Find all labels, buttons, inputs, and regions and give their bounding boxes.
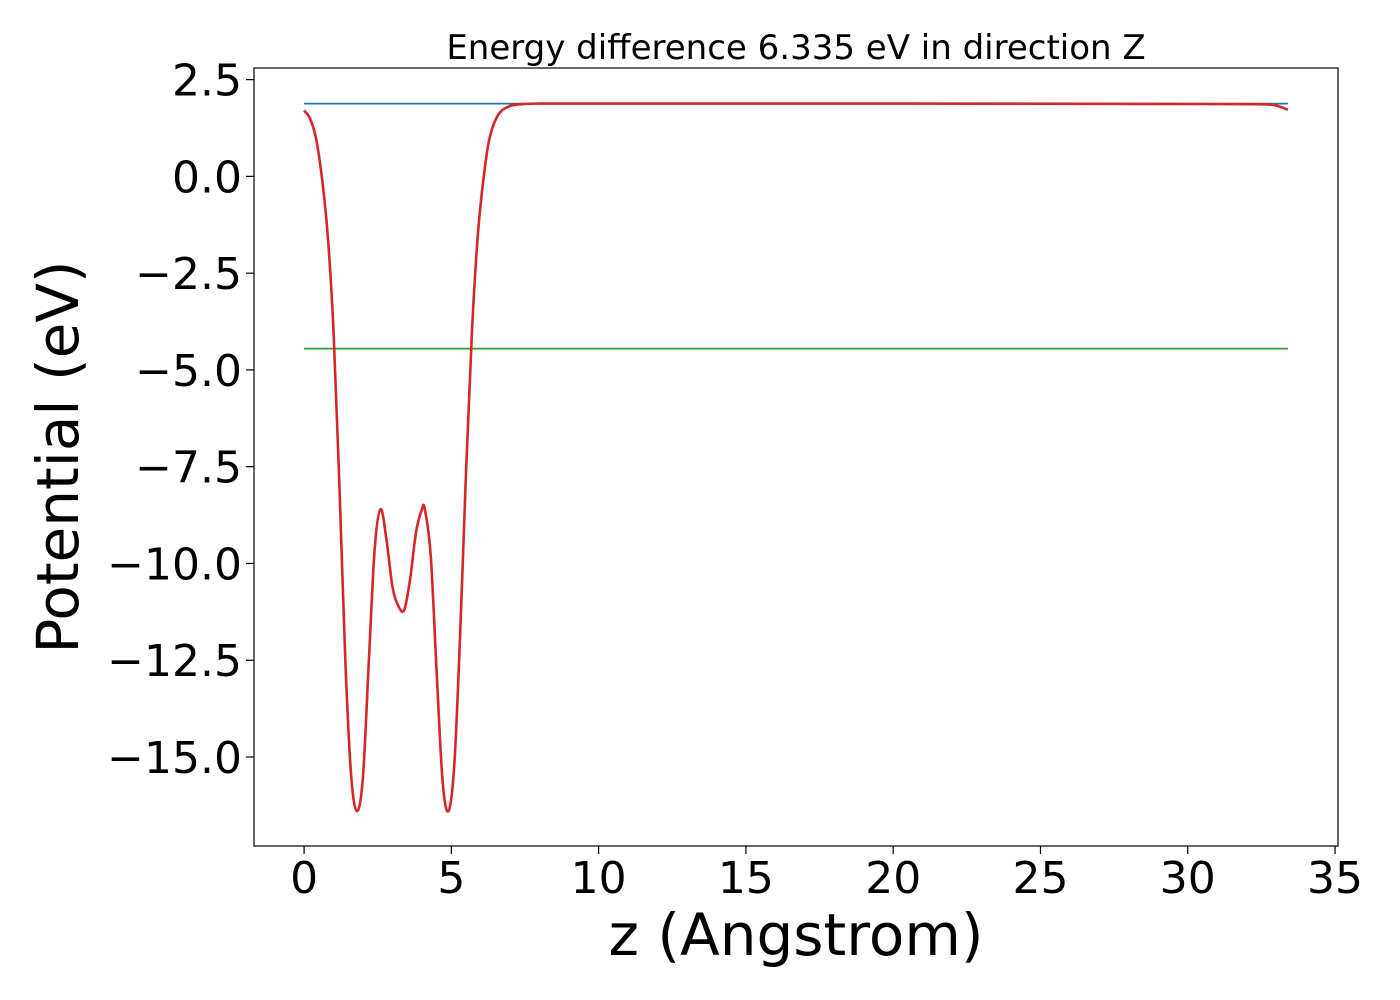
x-tick-label: 0	[290, 853, 318, 904]
x-tick-label: 30	[1160, 853, 1216, 904]
y-tick-label: −15.0	[107, 733, 242, 784]
y-tick-label: −10.0	[107, 539, 242, 590]
y-axis-label: Potential (eV)	[24, 260, 92, 653]
x-tick-label: 20	[865, 853, 921, 904]
series-line-3	[303, 102, 1289, 813]
y-axis-ticks: 2.5 0.0 −2.5 −5.0 −7.5 −10.0 −12.5 −15.0	[107, 56, 254, 784]
y-tick-label: −2.5	[135, 249, 242, 300]
series-layer	[303, 102, 1289, 813]
x-tick-label: 35	[1307, 853, 1363, 904]
x-tick-label: 15	[718, 853, 774, 904]
x-tick-label: 25	[1012, 853, 1068, 904]
x-tick-label: 5	[437, 853, 465, 904]
y-tick-label: 2.5	[172, 56, 242, 107]
y-tick-label: −5.0	[135, 346, 242, 397]
y-tick-label: −12.5	[107, 636, 242, 687]
x-axis-ticks: 0 5 10 15 20 25 30 35	[290, 846, 1363, 904]
chart-title: Energy difference 6.335 eV in direction …	[446, 28, 1145, 68]
y-tick-label: −7.5	[135, 443, 242, 494]
plot-frame	[253, 67, 1339, 847]
x-axis-label: z (Angstrom)	[609, 901, 984, 969]
x-tick-label: 10	[571, 853, 627, 904]
y-tick-label: 0.0	[172, 152, 242, 203]
